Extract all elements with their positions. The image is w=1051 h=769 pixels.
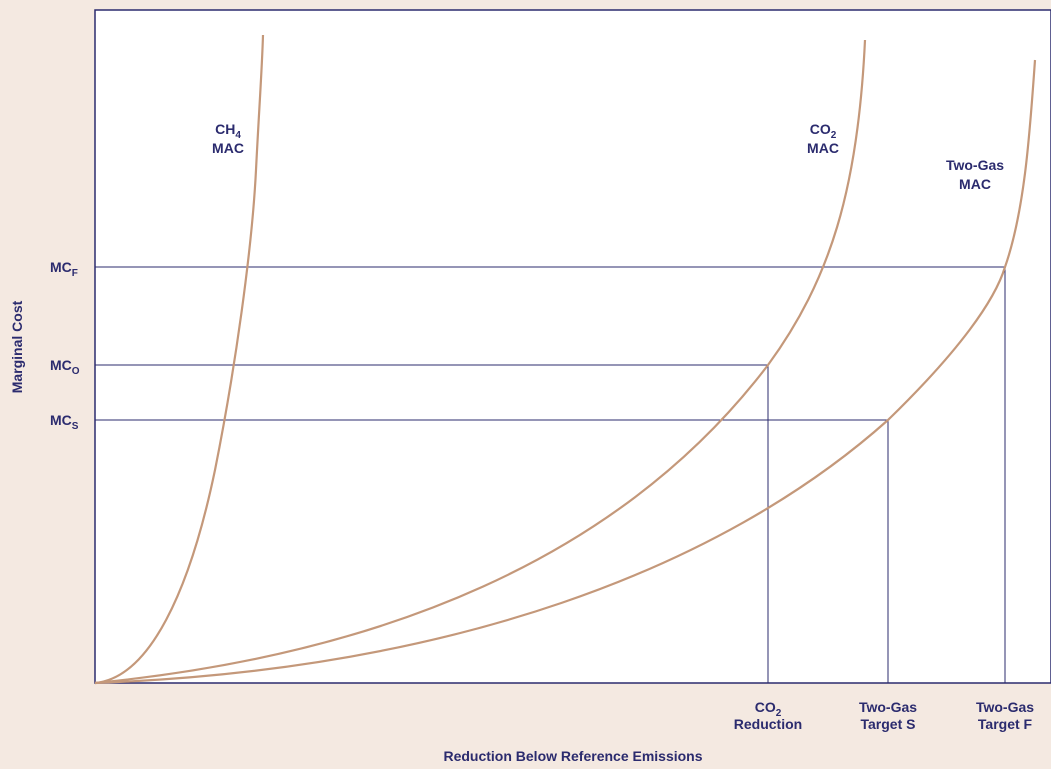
x-marker-label-text: Reduction	[734, 716, 802, 732]
x-marker-label: Two-Gas	[859, 699, 917, 715]
x-axis-title: Reduction Below Reference Emissions	[443, 748, 702, 764]
curve-label: CO2	[810, 121, 837, 141]
y-level-label-subscript: O	[72, 366, 80, 377]
x-marker-label-text: Target S	[861, 716, 916, 732]
x-marker-label: Target S	[861, 716, 916, 732]
curve-label-text: CH	[215, 121, 235, 137]
x-marker-label-subscript: 2	[776, 708, 782, 719]
y-level-label: MCS	[50, 412, 79, 432]
y-level-label-text: MC	[50, 412, 72, 428]
x-marker-label: Reduction	[734, 716, 802, 732]
curve-label: MAC	[959, 176, 991, 192]
x-marker-label-text: Two-Gas	[859, 699, 917, 715]
x-marker-label: Target F	[978, 716, 1033, 732]
y-level-label: MCO	[50, 357, 80, 377]
curve-label-subscript: 2	[831, 130, 837, 141]
ch4-curve	[94, 34, 265, 685]
x-marker-label-text: Target F	[978, 716, 1033, 732]
y-level-label-text: MC	[50, 357, 72, 373]
curve-label: CH4	[215, 121, 241, 141]
y-level-label-text: MC	[50, 259, 72, 275]
plot-area	[94, 9, 1051, 684]
curve-label: MAC	[807, 140, 839, 156]
curve-label: MAC	[212, 140, 244, 156]
curve-label-text: MAC	[212, 140, 244, 156]
y-level-label-subscript: F	[72, 268, 78, 279]
curve-label-text: CO	[810, 121, 831, 137]
y-level-label: MCF	[50, 259, 78, 279]
curve-label-subscript: 4	[235, 130, 241, 141]
two-gas-curve	[94, 59, 1037, 685]
x-marker-label-text: Two-Gas	[976, 699, 1034, 715]
curve-label-text: MAC	[959, 176, 991, 192]
y-level-label-subscript: S	[72, 421, 79, 432]
y-axis-title: Marginal Cost	[9, 300, 25, 393]
curve-label: Two-Gas	[946, 157, 1004, 173]
x-marker-label: CO2	[755, 699, 782, 719]
x-marker-label-text: CO	[755, 699, 776, 715]
co2-curve	[94, 39, 867, 685]
curve-label-text: Two-Gas	[946, 157, 1004, 173]
x-marker-label: Two-Gas	[976, 699, 1034, 715]
curve-label-text: MAC	[807, 140, 839, 156]
